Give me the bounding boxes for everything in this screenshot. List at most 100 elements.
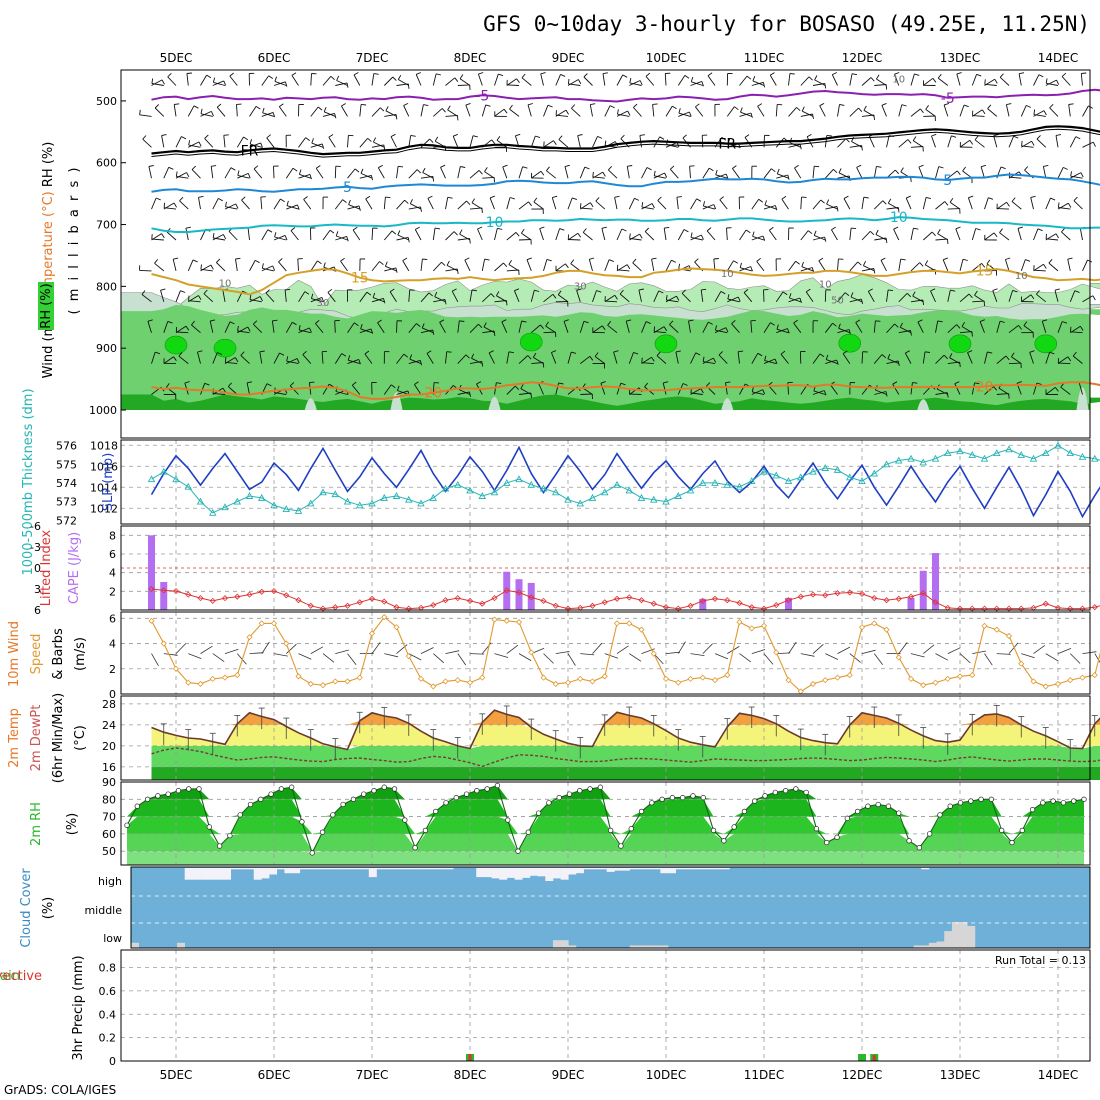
wind-barb-flag [163, 202, 166, 208]
wind-barb [849, 298, 862, 303]
wind-barb-flag [851, 227, 857, 230]
rh-marker [505, 817, 511, 823]
cloud-high-bar [483, 868, 492, 878]
wind-barb [540, 73, 544, 86]
wind-barb-flag [885, 391, 888, 397]
slp-tick-label: 1016 [90, 460, 118, 473]
wind-barb [638, 290, 642, 302]
wind-barb-flag [951, 135, 957, 138]
cloud-low-bar [131, 942, 139, 948]
wind-barb-flag [402, 257, 408, 261]
wind-barb-flag [974, 290, 978, 296]
wind-speed-marker [577, 675, 584, 682]
rh-marker [1081, 796, 1087, 802]
wind-barb [327, 292, 336, 303]
wind-barb-flag [459, 229, 463, 235]
thickness-marker [600, 488, 609, 496]
wind-barb-flag [961, 321, 965, 327]
wind-barb-flag [485, 104, 491, 107]
wind-barb-flag [787, 174, 790, 180]
wind-barb [224, 203, 236, 210]
wind-barb [285, 322, 293, 333]
wind-barb-flag [291, 321, 297, 326]
wind10m-barb [996, 653, 1011, 655]
wind-barb [228, 230, 238, 241]
wind-barb [850, 296, 863, 303]
wind-barb [420, 104, 424, 117]
wind-barb [216, 106, 226, 117]
wind-barb-flag [434, 291, 438, 297]
wind-barb-flag [464, 257, 470, 261]
li-line [151, 588, 1100, 610]
wind-barb-flag [298, 169, 302, 175]
wind-barb-flag [335, 231, 339, 237]
cloud-low-bar [660, 945, 669, 948]
wind-barb [178, 355, 189, 364]
wind-barb [154, 262, 165, 272]
rh-marker [957, 800, 964, 806]
wind-speed-marker [515, 619, 523, 626]
rh2m-ylabel: 2m RH [29, 802, 44, 846]
wind-barb [763, 168, 772, 179]
rh-marker [803, 789, 809, 796]
thickness-marker [870, 469, 879, 477]
isotherm-label: FR [241, 143, 259, 159]
wind-barb-flag [567, 78, 570, 84]
wind-barb-flag [185, 226, 191, 229]
thickness-marker [931, 454, 940, 462]
wind-barb-flag [1030, 294, 1035, 300]
wind-barb-flag [235, 257, 241, 260]
wind-barb-flag [1033, 109, 1036, 115]
wind-barb-flag [954, 381, 960, 385]
thickness-tick-label: 574 [56, 477, 77, 490]
wind-barb-flag [557, 290, 562, 296]
wind-barb [996, 393, 1009, 395]
wind10m-ylabel: (m/s) [73, 637, 88, 671]
wind-barb [335, 235, 347, 241]
cloud-high-bar [552, 868, 561, 879]
li-marker [270, 588, 278, 595]
wind-barb [359, 104, 362, 117]
wind-barb-flag [329, 229, 335, 234]
thickness-marker [502, 478, 511, 486]
wind-barb-flag [1005, 257, 1011, 260]
wind-barb [595, 200, 606, 210]
wind-speed-marker [368, 630, 376, 637]
wind10m-barb [335, 649, 349, 654]
wind-barb [592, 290, 597, 302]
wind-barb-flag [875, 229, 879, 235]
cloud-high-bar [269, 868, 278, 875]
wind-barb-flag [317, 260, 322, 265]
wind-barb [1067, 259, 1071, 271]
thickness-marker [1029, 454, 1038, 462]
wind-barb-flag [179, 196, 184, 202]
wind-barb [249, 299, 262, 303]
wind-barb-flag [938, 166, 944, 169]
wind-barb [533, 357, 544, 364]
thickness-marker [882, 460, 891, 468]
wind-barb-flag [907, 139, 912, 144]
rh-tick-label: 60 [102, 828, 116, 841]
wind-barb-flag [370, 328, 374, 334]
wind-barb-flag [354, 168, 360, 173]
wind-speed-marker [356, 674, 363, 681]
li-marker [699, 597, 706, 604]
cloud-low-bar [928, 942, 937, 948]
wind-barb [1005, 104, 1010, 117]
wind-barb-flag [526, 257, 532, 261]
wind-barb-flag [237, 325, 239, 332]
wind-barb [555, 74, 561, 86]
wind-barb [506, 78, 517, 86]
wind-barb [702, 321, 709, 333]
wind-barb-flag [645, 72, 651, 77]
cape-tick-label: 4 [109, 567, 116, 580]
wind10m-barb [310, 646, 324, 654]
wind-barb [629, 82, 642, 86]
wind-barb-flag [527, 103, 534, 106]
wind-barb-flag [931, 231, 936, 237]
thickness-marker [968, 450, 977, 458]
rh-marker [1071, 798, 1077, 804]
wind-barb [187, 105, 195, 117]
wind-barb-flag [876, 165, 882, 168]
wind-barb-flag [893, 226, 899, 230]
